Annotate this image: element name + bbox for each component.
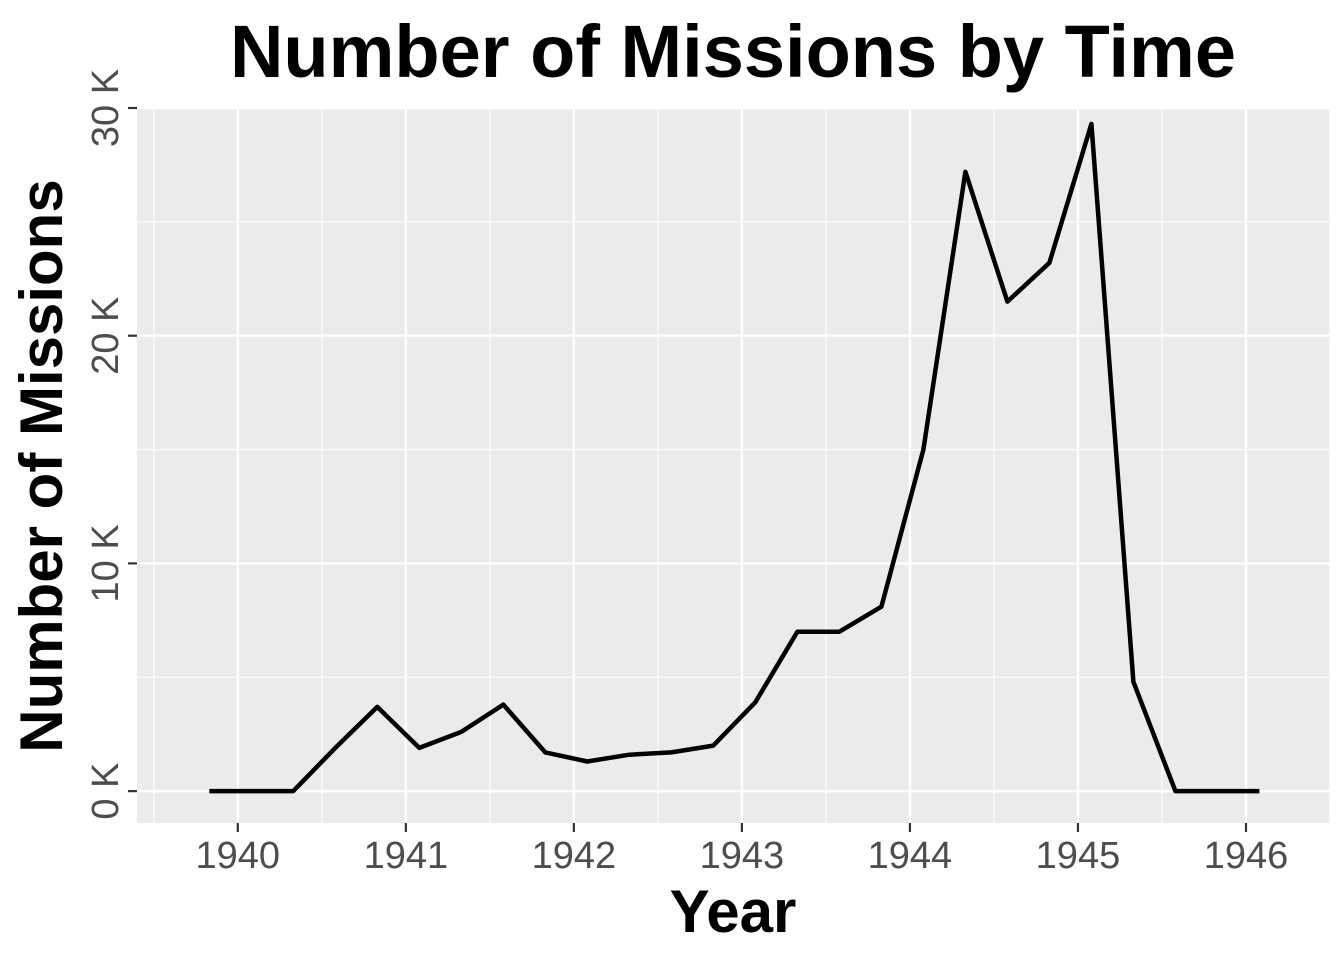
x-tick-label: 1944 <box>868 835 953 877</box>
x-axis-tick-labels: 1940 1941 1942 1943 1944 1945 1946 <box>196 835 1289 877</box>
y-tick-label: 0 K <box>85 763 127 820</box>
x-tick-label: 1943 <box>700 835 785 877</box>
x-axis-title: Year <box>670 878 797 945</box>
y-axis-tick-labels: 0 K 10 K 20 K 30 K <box>85 69 127 820</box>
y-tick-label: 20 K <box>85 297 127 375</box>
series-layer <box>209 121 1260 794</box>
x-tick-label: 1945 <box>1036 835 1121 877</box>
x-tick-label: 1940 <box>196 835 281 877</box>
plot-panel <box>137 108 1330 823</box>
x-tick-label: 1942 <box>532 835 617 877</box>
y-axis-title: Number of Missions <box>8 179 75 752</box>
y-tick-label: 30 K <box>85 69 127 147</box>
y-tick-label: 10 K <box>85 524 127 602</box>
grid-major <box>137 106 1330 823</box>
chart-title: Number of Missions by Time <box>230 10 1236 93</box>
x-tick-label: 1941 <box>364 835 449 877</box>
x-tick-label: 1946 <box>1204 835 1289 877</box>
axis-ticks <box>128 106 1248 832</box>
series-line <box>209 121 1260 794</box>
